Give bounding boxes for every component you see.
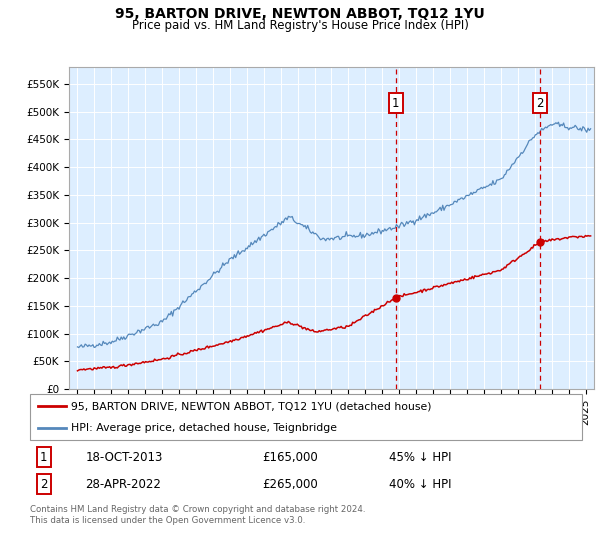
Text: 95, BARTON DRIVE, NEWTON ABBOT, TQ12 1YU: 95, BARTON DRIVE, NEWTON ABBOT, TQ12 1YU [115,7,485,21]
Text: 40% ↓ HPI: 40% ↓ HPI [389,478,451,491]
Text: 18-OCT-2013: 18-OCT-2013 [85,451,163,464]
Text: Contains HM Land Registry data © Crown copyright and database right 2024.
This d: Contains HM Land Registry data © Crown c… [30,506,365,525]
Text: 1: 1 [40,451,47,464]
FancyBboxPatch shape [30,394,582,440]
Text: 2: 2 [40,478,47,491]
Text: HPI: Average price, detached house, Teignbridge: HPI: Average price, detached house, Teig… [71,423,337,433]
Text: £165,000: £165,000 [262,451,317,464]
Text: £265,000: £265,000 [262,478,317,491]
Text: 1: 1 [392,97,400,110]
Text: Price paid vs. HM Land Registry's House Price Index (HPI): Price paid vs. HM Land Registry's House … [131,19,469,32]
Text: 28-APR-2022: 28-APR-2022 [85,478,161,491]
Text: 45% ↓ HPI: 45% ↓ HPI [389,451,451,464]
Text: 2: 2 [536,97,544,110]
Text: 95, BARTON DRIVE, NEWTON ABBOT, TQ12 1YU (detached house): 95, BARTON DRIVE, NEWTON ABBOT, TQ12 1YU… [71,401,432,411]
